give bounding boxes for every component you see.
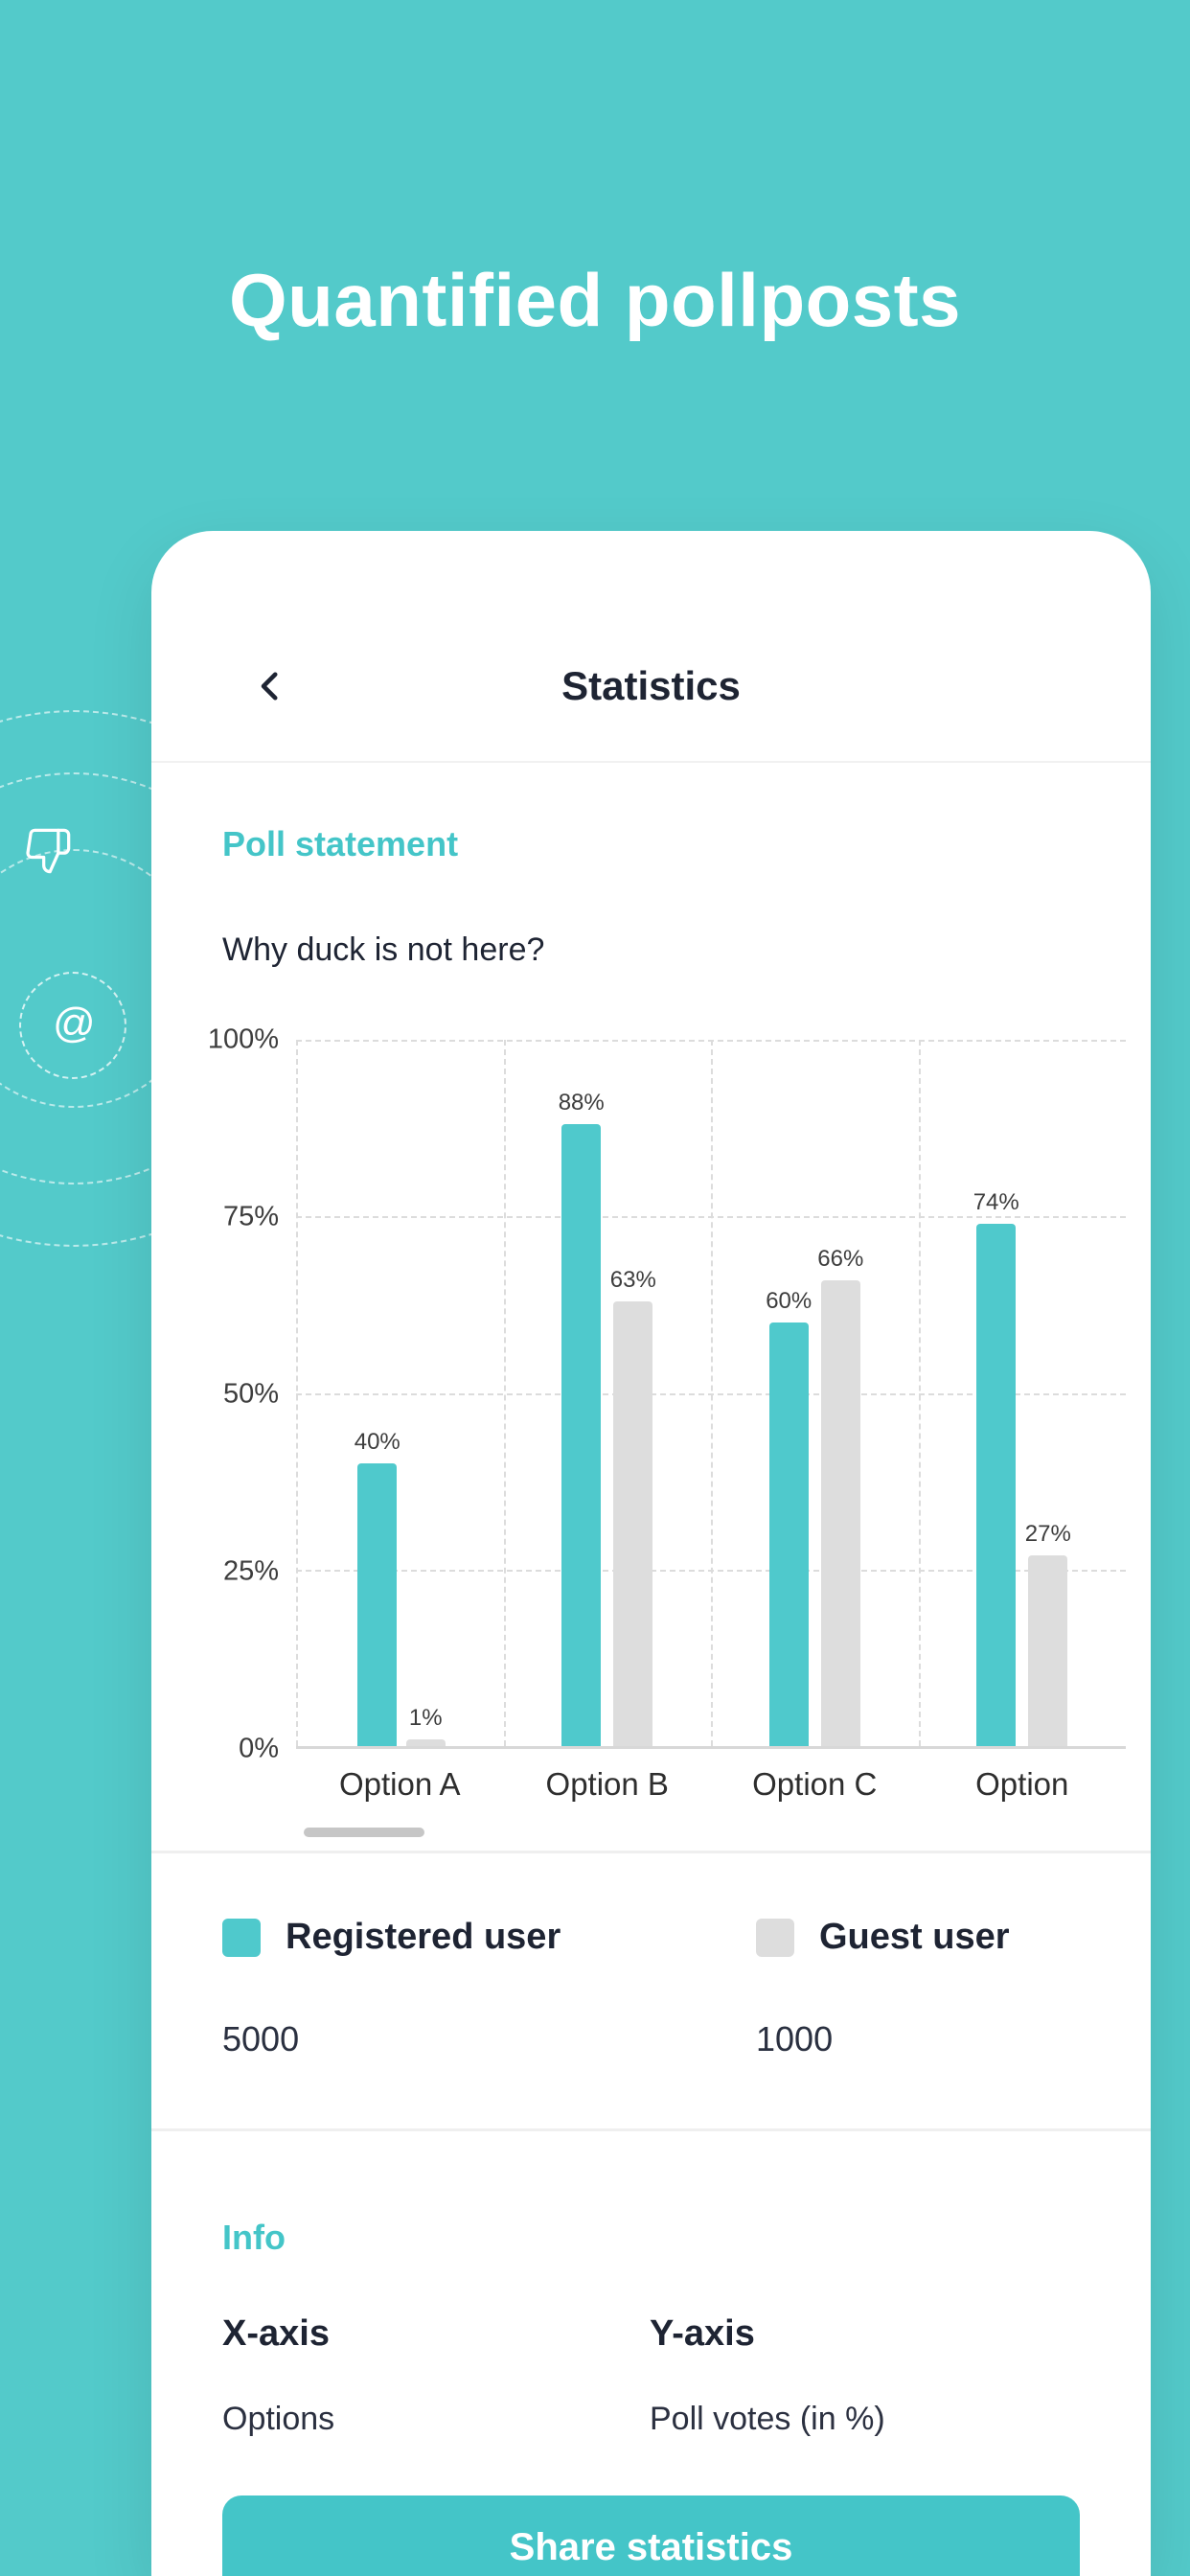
y-axis-info-label: Y-axis [650, 2313, 755, 2354]
legend-swatch-guest [756, 1918, 794, 1957]
bar [1028, 1555, 1068, 1746]
legend-section: Registered user 5000 Guest user 1000 [151, 1853, 1151, 2131]
bar-guest-user: 66% [817, 1040, 863, 1746]
y-tick-label: 50% [222, 1378, 279, 1410]
bar [405, 1738, 446, 1746]
bar-chart: 100% 75% 50% 25% 0% 40% 1% Option A 88% 63% Optio… [208, 1024, 1127, 1802]
share-statistics-button[interactable]: Share statistics [222, 2496, 1080, 2576]
bar-registered-user: 88% [559, 1040, 605, 1746]
app-header: Statistics [151, 531, 1151, 763]
back-button[interactable] [243, 659, 297, 713]
x-axis-label: Option C [752, 1766, 878, 1802]
bar-group: 40% 1% [296, 1040, 504, 1746]
legend-item-guest: Guest user 1000 [756, 1917, 1080, 2059]
screen-title: Statistics [561, 663, 741, 708]
bar-value-label: 60% [766, 1287, 812, 1314]
poll-statement-heading: Poll statement [222, 824, 459, 863]
legend-total: 5000 [222, 2019, 300, 2058]
poll-section: Poll statement Why duck is not here? 100… [151, 763, 1151, 1853]
bar-registered-user: 40% [355, 1040, 400, 1746]
bar-value-label: 74% [973, 1188, 1019, 1215]
legend-label: Registered user [286, 1917, 561, 1957]
at-icon: @ [53, 1000, 96, 1046]
phone-mockup-card: Statistics Poll statement Why duck is no… [151, 531, 1151, 2576]
bar-registered-user: 74% [973, 1040, 1019, 1746]
legend-item-registered: Registered user 5000 [222, 1917, 756, 2059]
gridline-vertical [711, 1040, 713, 1746]
thumbs-down-icon [26, 828, 71, 874]
poll-question: Why duck is not here? [222, 932, 545, 968]
legend-total: 1000 [756, 2019, 834, 2058]
x-axis-info-value: Options [222, 2401, 335, 2437]
chart-plot: 40% 1% Option A 88% 63% Option B 60% 66% Option … [296, 1040, 1127, 1802]
bar-value-label: 27% [1024, 1521, 1071, 1548]
gridline-vertical [918, 1040, 921, 1746]
bar-group: 60% 66% [711, 1040, 919, 1746]
bar-guest-user: 1% [405, 1040, 446, 1746]
chart-category-0: 40% 1% Option A [296, 1040, 504, 1802]
info-heading: Info [222, 2218, 286, 2257]
info-section: Info X-axis Y-axis Options Poll votes (i… [151, 2131, 1151, 2576]
bar-guest-user: 63% [610, 1040, 656, 1746]
chart-y-axis: 100% 75% 50% 25% 0% [208, 1024, 296, 1764]
bar [768, 1322, 809, 1746]
legend-swatch-registered [222, 1918, 261, 1957]
bar-group: 88% 63% [504, 1040, 712, 1746]
bar [357, 1463, 398, 1746]
x-axis-label: Option A [338, 1766, 461, 1802]
chart-category-3: 74% 27% Option [918, 1040, 1127, 1802]
y-tick-label: 0% [239, 1733, 279, 1764]
bar-value-label: 40% [354, 1429, 400, 1456]
bar-guest-user: 27% [1025, 1040, 1071, 1746]
decorative-dashed-circle [19, 972, 126, 1079]
bar-value-label: 88% [558, 1090, 605, 1116]
bar [820, 1279, 860, 1746]
chart-horizontal-scrollbar[interactable] [304, 1828, 424, 1837]
bar-registered-user: 60% [766, 1040, 812, 1746]
x-axis-label: Option [975, 1766, 1069, 1802]
page-title: Quantified pollposts [229, 258, 961, 342]
bar [561, 1124, 602, 1746]
chevron-left-icon [261, 672, 278, 701]
y-tick-label: 100% [207, 1024, 279, 1055]
gridline-vertical [503, 1040, 506, 1746]
chart-category-1: 88% 63% Option B [503, 1040, 712, 1802]
legend-label: Guest user [819, 1917, 1010, 1957]
y-axis-info-value: Poll votes (in %) [650, 2401, 885, 2437]
y-tick-label: 25% [222, 1555, 279, 1587]
bar [613, 1300, 653, 1746]
x-axis-info-label: X-axis [222, 2313, 330, 2354]
bar-value-label: 63% [609, 1266, 656, 1293]
bar-group: 74% 27% [919, 1040, 1127, 1746]
x-axis-label: Option B [545, 1766, 669, 1802]
y-tick-label: 75% [222, 1201, 279, 1232]
chart-category-2: 60% 66% Option C [711, 1040, 919, 1802]
gridline-vertical [296, 1040, 298, 1746]
bar-value-label: 1% [408, 1704, 443, 1731]
bar [976, 1223, 1017, 1746]
bar-value-label: 66% [817, 1245, 864, 1272]
